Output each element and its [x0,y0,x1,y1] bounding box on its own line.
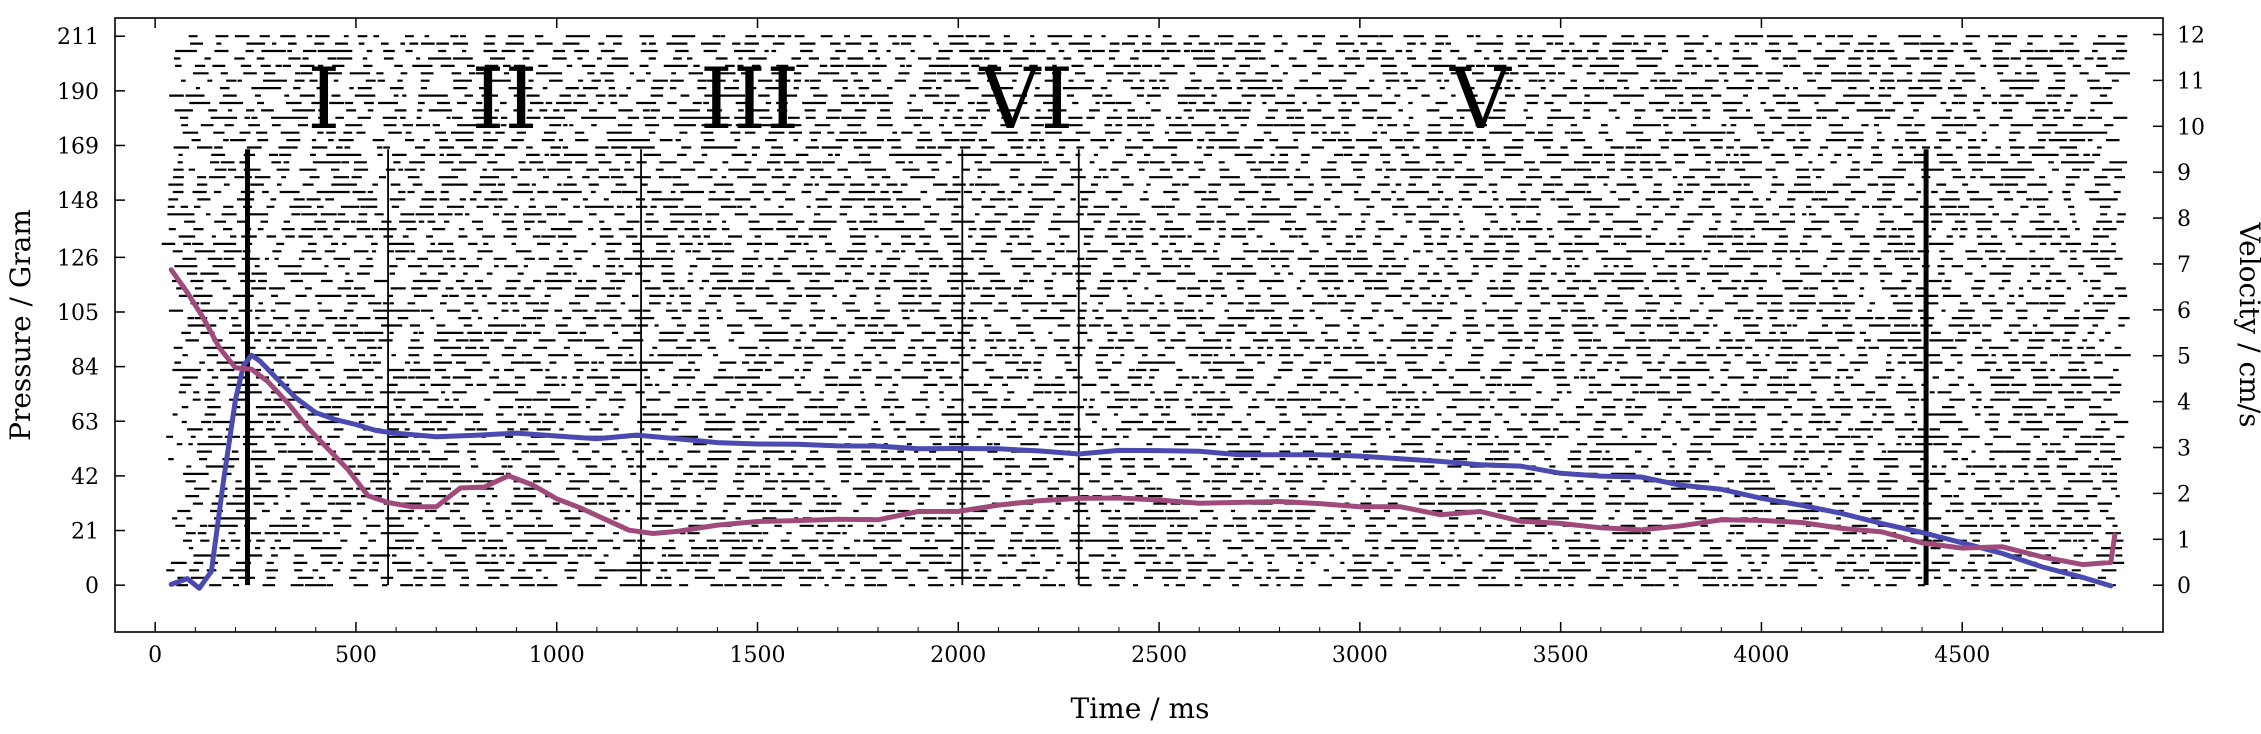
phase-label-3: III [700,50,800,148]
phase-label-1: I [307,50,340,148]
x-tick-label: 3500 [1533,643,1589,668]
x-tick-label: 0 [148,643,162,668]
y-right-tick-label: 6 [2177,299,2191,324]
y-left-tick-label: 126 [57,246,99,271]
series-line-1 [168,352,2114,591]
x-tick-label: 4000 [1733,643,1789,668]
x-tick-label: 4500 [1934,643,1990,668]
x-tick-label: 3000 [1332,643,1388,668]
axes: 0 500 1000 1500 2000 2500 3000 3500 4000 45000214… [57,18,2205,668]
y-right-tick-label: 0 [2177,574,2191,599]
phase-label-2: II [471,50,537,148]
y-right-tick-label: 8 [2177,207,2191,232]
phase-labels: I II III VI V [307,50,1512,148]
x-tick-label: 2000 [930,643,986,668]
x-tick-label: 1000 [529,643,585,668]
spike-raster [161,35,2131,587]
y-left-tick-label: 0 [85,574,99,599]
x-axis-title: Time / ms [1071,692,1210,725]
y-left-tick-label: 42 [71,465,99,490]
y-left-tick-label: 84 [71,356,99,381]
y-right-tick-label: 9 [2177,161,2191,186]
y-right-tick-label: 1 [2177,528,2191,553]
phase-label-5: V [1449,50,1512,148]
y-right-tick-label: 2 [2177,482,2191,507]
y-left-tick-label: 211 [57,25,99,50]
y-left-tick-label: 190 [57,80,99,105]
y-axis-left-title: Pressure / Gram [4,209,37,441]
series-line-2 [168,267,2118,568]
y-right-tick-label: 3 [2177,437,2191,462]
x-tick-label: 1500 [730,643,786,668]
x-tick-label: 500 [335,643,377,668]
y-left-tick-label: 21 [71,520,99,545]
phase-label-4: VI [979,50,1074,148]
y-right-tick-label: 11 [2177,69,2205,94]
y-left-tick-label: 63 [71,410,99,435]
y-left-tick-label: 169 [57,134,99,159]
x-tick-label: 2500 [1131,643,1187,668]
y-right-tick-label: 10 [2177,115,2205,140]
y-right-tick-label: 5 [2177,345,2191,370]
plot-frame [114,17,2164,633]
y-right-tick-label: 4 [2177,391,2191,416]
y-right-tick-label: 12 [2177,24,2205,49]
y-axis-right-title: Velocity / cm/s [2233,221,2261,427]
series-lines [168,267,2118,591]
y-right-tick-label: 7 [2177,253,2191,278]
y-left-tick-label: 105 [57,301,99,326]
spike-ticks [161,35,2131,587]
y-left-tick-label: 148 [57,189,99,214]
